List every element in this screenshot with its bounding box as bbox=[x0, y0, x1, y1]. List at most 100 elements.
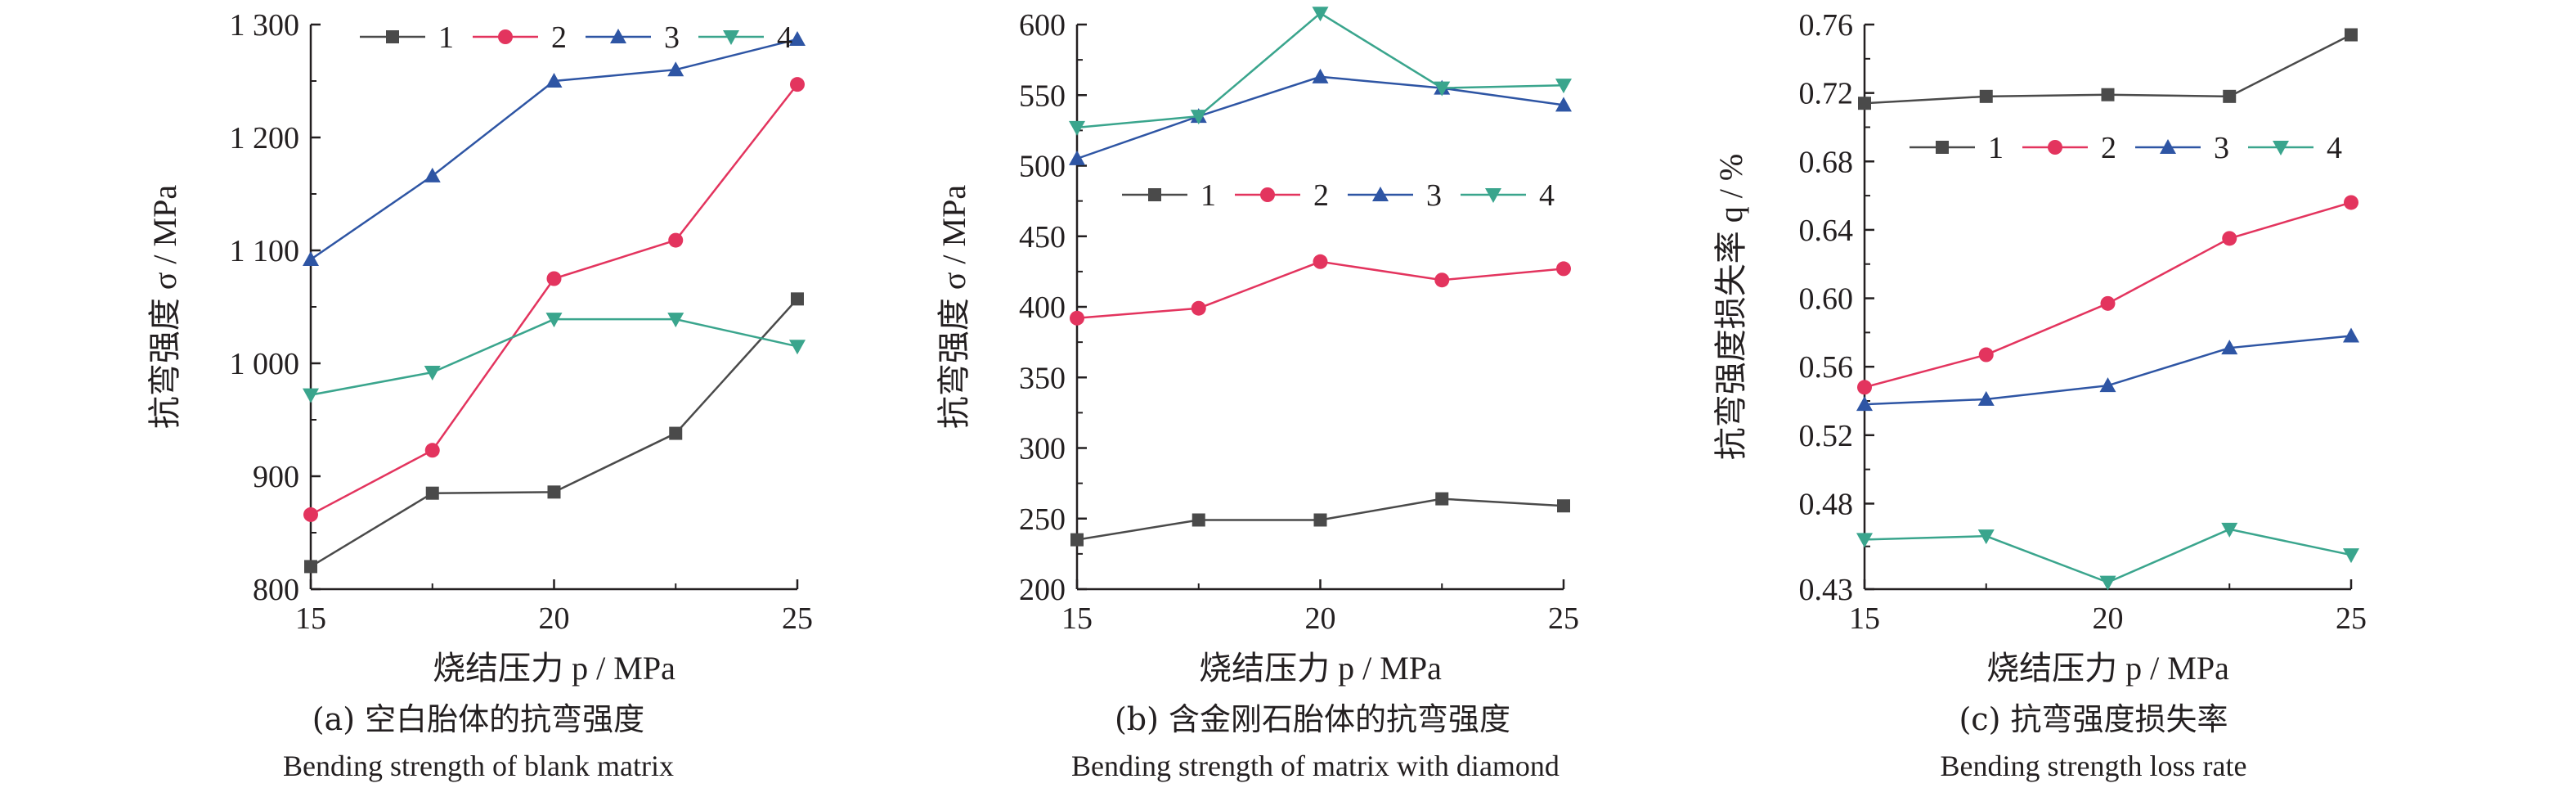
series-4-line-a bbox=[310, 317, 798, 396]
x-axis-title-a: 烧结压力 p / MPa bbox=[433, 650, 675, 687]
chart-a: 800 900 1 000 1 100 1 200 1 300 15 20 25 烧结压力 p /… bbox=[146, 8, 813, 687]
series-4-point-a bbox=[667, 313, 684, 328]
y-tick-label-a: 1 000 bbox=[230, 347, 300, 381]
series-3-point-a bbox=[667, 61, 684, 77]
series-1-point-a bbox=[669, 426, 683, 440]
legend-marker-1-b bbox=[1148, 188, 1161, 201]
y-tick-label-b: 400 bbox=[1019, 290, 1066, 325]
y-axis-title-c: 抗弯强度损失率 q / % bbox=[1712, 154, 1749, 460]
series-2-point-c bbox=[1857, 380, 1872, 395]
legend-marker-4-b bbox=[1485, 188, 1501, 203]
series-4-point-b bbox=[1434, 81, 1451, 97]
series-1-point-c bbox=[1858, 97, 1871, 110]
series-2-point-b bbox=[1191, 300, 1206, 316]
series-3-point-c bbox=[2221, 340, 2238, 355]
chart-b: 200 250 300 350 400 450 500 550 600 15 20 25 烧结压力 p … bbox=[936, 7, 1579, 687]
series-4-point-b bbox=[1555, 79, 1572, 94]
series-4-point-c bbox=[1856, 533, 1873, 548]
y-tick-label-b: 500 bbox=[1019, 150, 1066, 184]
y-tick-label-a: 1 100 bbox=[230, 234, 300, 268]
series-4-point-c bbox=[2343, 548, 2359, 564]
series-3-point-a bbox=[303, 251, 319, 267]
x-tick-label-c: 20 bbox=[2093, 601, 2124, 636]
legend-label-4-a: 4 bbox=[777, 20, 792, 55]
series-3-point-c bbox=[2099, 377, 2116, 393]
legend-marker-1-c bbox=[1936, 141, 1949, 154]
legend-label-4-c: 4 bbox=[2327, 131, 2342, 165]
legend-label-2-a: 2 bbox=[551, 20, 567, 55]
legend-marker-2-b bbox=[1260, 187, 1275, 202]
series-1-point-b bbox=[1313, 513, 1327, 527]
x-tick-label-b: 20 bbox=[1305, 601, 1336, 636]
series-3-point-b bbox=[1555, 97, 1572, 112]
legend-label-4-b: 4 bbox=[1539, 178, 1555, 213]
legend-marker-3-b bbox=[1372, 187, 1389, 201]
series-2-point-a bbox=[790, 77, 805, 92]
series-4-point-b bbox=[1069, 120, 1085, 136]
y-tick-label-c: 0.52 bbox=[1799, 419, 1854, 453]
series-4-point-a bbox=[789, 340, 806, 355]
legend-marker-4-a bbox=[723, 30, 739, 45]
series-1-point-a bbox=[304, 560, 317, 574]
legend-label-1-c: 1 bbox=[1988, 131, 2004, 165]
x-tick-label-b: 25 bbox=[1548, 601, 1579, 636]
y-axis-title-a: 抗弯强度 σ / MPa bbox=[146, 185, 183, 429]
y-tick-label-b: 250 bbox=[1019, 502, 1066, 537]
series-3-point-a bbox=[789, 30, 806, 46]
legend-marker-4-c bbox=[2273, 141, 2289, 155]
series-4-line-c bbox=[1864, 528, 2352, 583]
series-1-point-b bbox=[1435, 492, 1449, 506]
x-tick-label-c: 25 bbox=[2336, 601, 2367, 636]
series-1-point-c bbox=[1979, 89, 1993, 103]
series-3-point-c bbox=[1856, 396, 1873, 412]
series-3-line-b bbox=[1076, 75, 1564, 160]
series-4-point-b bbox=[1190, 110, 1207, 125]
series-2-point-b bbox=[1070, 310, 1084, 326]
x-tick-label-a: 25 bbox=[782, 601, 813, 636]
series-4-point-c bbox=[1977, 529, 1995, 545]
series-3-point-c bbox=[1977, 390, 1995, 406]
series-2-point-b bbox=[1434, 272, 1450, 288]
legend-marker-3-c bbox=[2160, 139, 2176, 154]
y-tick-label-b: 450 bbox=[1019, 220, 1066, 254]
chart-c: 0.43 0.48 0.52 0.56 0.60 0.64 0.68 0.72 0.76 15 20… bbox=[1712, 8, 2367, 687]
series-3-point-c bbox=[2343, 327, 2359, 343]
series-3-point-b bbox=[1069, 150, 1085, 165]
caption-a-en: Bending strength of blank matrix bbox=[283, 750, 674, 782]
y-tick-label-b: 600 bbox=[1019, 8, 1066, 43]
x-tick-label-c: 15 bbox=[1849, 601, 1880, 636]
caption-c-en: Bending strength loss rate bbox=[1940, 750, 2247, 782]
series-3-point-b bbox=[1312, 68, 1329, 83]
legend-marker-2-c bbox=[2048, 140, 2062, 155]
x-axis-title-b: 烧结压力 p / MPa bbox=[1199, 650, 1442, 687]
y-tick-label-a: 1 300 bbox=[230, 8, 300, 43]
legend-label-3-c: 3 bbox=[2214, 131, 2229, 165]
y-tick-label-b: 200 bbox=[1019, 573, 1066, 607]
y-axis-title-b: 抗弯强度 σ / MPa bbox=[936, 185, 972, 429]
series-4-point-a bbox=[424, 366, 441, 381]
series-1-point-c bbox=[2345, 28, 2358, 42]
series-2-point-c bbox=[2222, 231, 2237, 246]
x-tick-label-a: 15 bbox=[295, 601, 326, 636]
series-3-point-a bbox=[545, 73, 563, 88]
series-1-point-a bbox=[791, 292, 804, 306]
series-3-line-a bbox=[310, 38, 798, 261]
y-tick-label-c: 0.64 bbox=[1799, 214, 1854, 248]
series-2-point-c bbox=[1978, 347, 1994, 362]
series-4-point-c bbox=[2099, 575, 2116, 591]
caption-b-en: Bending strength of matrix with diamond bbox=[1071, 750, 1560, 782]
series-1-point-b bbox=[1192, 513, 1205, 527]
series-2-line-c bbox=[1864, 201, 2352, 389]
series-2-point-b bbox=[1556, 261, 1571, 277]
series-2-point-a bbox=[303, 507, 318, 522]
series-2-point-a bbox=[546, 271, 562, 286]
y-tick-label-b: 550 bbox=[1019, 79, 1066, 113]
series-2-point-c bbox=[2100, 295, 2116, 311]
legend-label-2-b: 2 bbox=[1313, 178, 1329, 213]
y-tick-label-c: 0.56 bbox=[1799, 350, 1854, 385]
series-2-line-b bbox=[1076, 260, 1564, 320]
series-1-point-a bbox=[547, 485, 561, 499]
series-2-point-b bbox=[1313, 254, 1328, 269]
